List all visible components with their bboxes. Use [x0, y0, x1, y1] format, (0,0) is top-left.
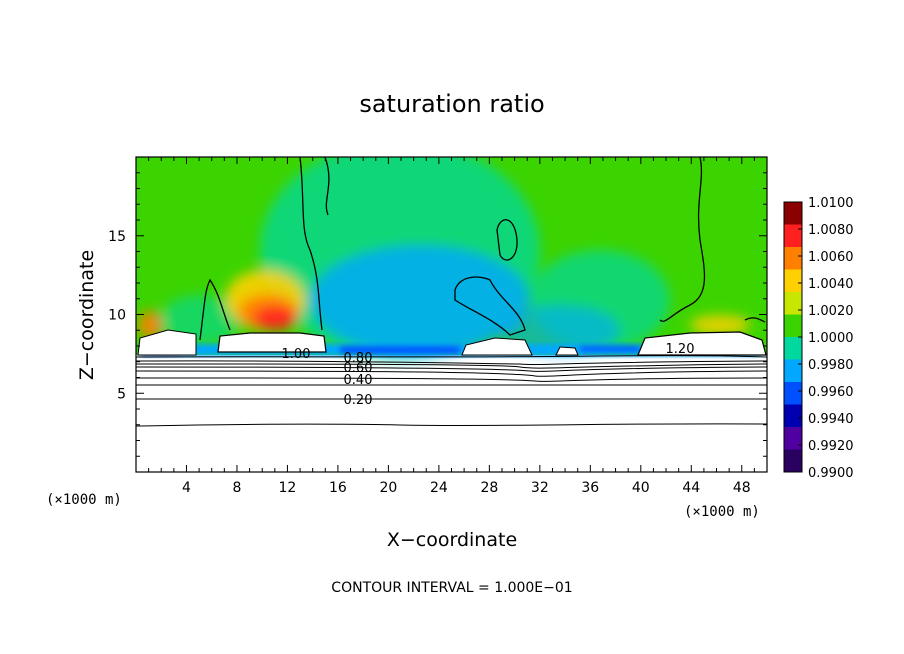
colorbar-label: 1.0000	[808, 331, 854, 346]
colorbar-label: 0.9960	[808, 385, 854, 400]
x-tick-label: 36	[581, 480, 599, 496]
contour-label: 0.60	[344, 361, 373, 376]
colorbar-label: 1.0100	[808, 196, 854, 211]
colorbar-band	[784, 359, 802, 383]
y-tick-label: 10	[108, 308, 126, 324]
colorbar-label: 0.9920	[808, 439, 854, 454]
colorbar-band	[784, 224, 802, 248]
x-tick-label: 20	[379, 480, 397, 496]
y-axis-ticks: 5 10 15	[108, 172, 767, 457]
colorbar-band	[784, 247, 802, 270]
x-unit-right: (×1000 m)	[684, 504, 760, 520]
colorbar-label: 1.0080	[808, 223, 854, 238]
y-tick-label: 15	[108, 229, 126, 245]
contour-label: 1.20	[666, 342, 695, 357]
x-tick-label: 24	[430, 480, 448, 496]
x-unit-left: (×1000 m)	[46, 492, 122, 508]
x-tick-label: 40	[632, 480, 650, 496]
colorbar-band	[784, 314, 802, 338]
colorbar-label: 0.9940	[808, 412, 854, 427]
x-tick-label: 4	[182, 480, 191, 496]
x-tick-label: 28	[480, 480, 498, 496]
colorbar-label: 0.9980	[808, 358, 854, 373]
x-tick-label: 16	[329, 480, 347, 496]
colorbar: 1.0100 1.0080 1.0060 1.0040 1.0020 1.0000 0.99…	[783, 196, 854, 481]
x-axis-label: X−coordinate	[387, 529, 517, 551]
y-tick-label: 5	[117, 386, 126, 402]
contour-interval-note: CONTOUR INTERVAL = 1.000E−01	[331, 580, 572, 596]
colorbar-label: 0.9900	[808, 466, 854, 481]
contour-label: 0.80	[344, 351, 373, 366]
cloud-regions	[137, 329, 767, 356]
chart-title: saturation ratio	[359, 90, 544, 118]
colorbar-band	[784, 404, 802, 428]
contour-label: 1.00	[282, 347, 311, 362]
boundary-contours	[199, 157, 766, 341]
colorbar-label: 1.0040	[808, 277, 854, 292]
x-tick-label: 8	[232, 480, 241, 496]
x-tick-label: 32	[531, 480, 549, 496]
colorbar-band	[784, 202, 802, 225]
colorbar-band	[784, 382, 802, 405]
colorbar-label: 1.0020	[808, 304, 854, 319]
x-tick-label: 12	[279, 480, 297, 496]
colorbar-band	[784, 427, 802, 450]
contour-lines	[136, 355, 767, 427]
x-axis-ticks: 4 8 12 16 20 24 28 32 36 40 44 48	[148, 157, 755, 496]
colorbar-band	[784, 337, 802, 360]
contour-label: 0.20	[344, 393, 373, 408]
colorbar-band	[784, 269, 802, 293]
x-tick-label: 44	[682, 480, 700, 496]
colorbar-band	[784, 292, 802, 315]
heatmap-field: 1.00 0.80 0.60 0.40 0.20 1.20	[136, 157, 767, 472]
x-tick-label: 48	[733, 480, 751, 496]
saturation-field	[136, 157, 767, 360]
y-axis-label: Z−coordinate	[76, 250, 98, 380]
contour-value-labels: 1.00 0.80 0.60 0.40 0.20 1.20	[282, 342, 695, 408]
contour-label: 0.40	[344, 373, 373, 388]
colorbar-label: 1.0060	[808, 250, 854, 265]
colorbar-band	[784, 449, 802, 473]
